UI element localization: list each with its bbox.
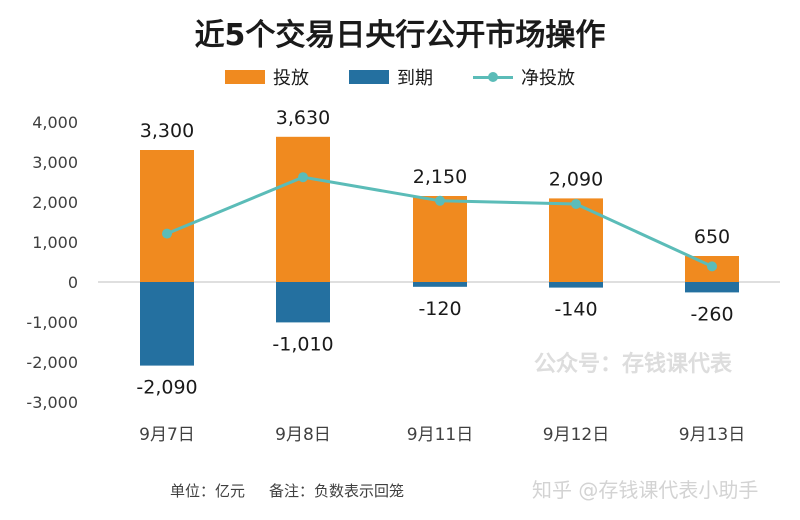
x-tick-label: 9月7日 bbox=[139, 425, 195, 445]
legend-swatch-injection bbox=[225, 70, 265, 84]
legend-label-net: 净投放 bbox=[521, 68, 575, 89]
chart-plot: 4,000 3,000 2,000 1,000 0 -1,000 -2,000 -3,000 3… bbox=[26, 107, 780, 445]
watermark: 公众号：存钱课代表 bbox=[534, 352, 733, 377]
y-tick-label: -1,000 bbox=[26, 313, 78, 332]
maturity-bar bbox=[549, 282, 603, 288]
maturity-data-label: -120 bbox=[418, 298, 461, 320]
maturity-data-label: -260 bbox=[690, 303, 733, 325]
unit-note: 单位：亿元 bbox=[170, 482, 246, 500]
x-tick-label: 9月13日 bbox=[679, 425, 745, 445]
maturity-data-label: -140 bbox=[554, 299, 597, 321]
injection-data-label: 650 bbox=[694, 226, 730, 248]
legend-item-net: 净投放 bbox=[473, 64, 575, 90]
x-tick-label: 9月8日 bbox=[275, 425, 331, 445]
x-tick-label: 9月12日 bbox=[543, 425, 609, 445]
injection-bar bbox=[549, 198, 603, 282]
maturity-data-label: -2,090 bbox=[136, 377, 197, 399]
injection-bar bbox=[276, 136, 330, 282]
y-tick-label: -3,000 bbox=[26, 393, 78, 412]
injection-data-label: 2,090 bbox=[549, 168, 603, 190]
legend-label-injection: 投放 bbox=[273, 68, 309, 89]
legend-swatch-net bbox=[473, 70, 513, 84]
negative-note: 备注：负数表示回笼 bbox=[269, 482, 405, 500]
y-tick-label: 0 bbox=[68, 273, 78, 292]
net-injection-point bbox=[707, 261, 717, 272]
y-tick-label: 3,000 bbox=[32, 153, 78, 172]
zhihu-watermark: 知乎 @存钱课代表小助手 bbox=[532, 478, 759, 502]
maturity-data-label: -1,010 bbox=[272, 333, 333, 355]
footnotes: 单位：亿元 备注：负数表示回笼 bbox=[170, 480, 404, 501]
x-tick-label: 9月11日 bbox=[407, 425, 473, 445]
net-injection-point bbox=[571, 199, 581, 209]
net-injection-point bbox=[298, 172, 308, 183]
y-tick-label: 1,000 bbox=[32, 233, 78, 252]
y-tick-label: 2,000 bbox=[32, 193, 78, 212]
maturity-bar bbox=[413, 282, 467, 287]
maturity-bar bbox=[140, 282, 194, 366]
legend-item-maturity: 到期 bbox=[349, 64, 433, 90]
legend: 投放 到期 净投放 bbox=[0, 64, 800, 90]
injection-data-label: 2,150 bbox=[413, 166, 467, 188]
legend-label-maturity: 到期 bbox=[397, 68, 433, 89]
maturity-bar bbox=[685, 282, 739, 293]
y-tick-label: 4,000 bbox=[32, 113, 78, 132]
injection-bar bbox=[140, 150, 194, 282]
net-injection-point bbox=[162, 228, 172, 239]
injection-data-label: 3,300 bbox=[140, 120, 194, 142]
net-injection-point bbox=[435, 195, 445, 206]
maturity-bar bbox=[276, 282, 330, 323]
injection-bar bbox=[413, 196, 467, 282]
chart-title: 近5个交易日央行公开市场操作 bbox=[194, 18, 606, 53]
injection-data-label: 3,630 bbox=[276, 107, 330, 129]
legend-item-injection: 投放 bbox=[225, 64, 309, 90]
y-tick-label: -2,000 bbox=[26, 353, 78, 372]
legend-swatch-maturity bbox=[349, 70, 389, 84]
